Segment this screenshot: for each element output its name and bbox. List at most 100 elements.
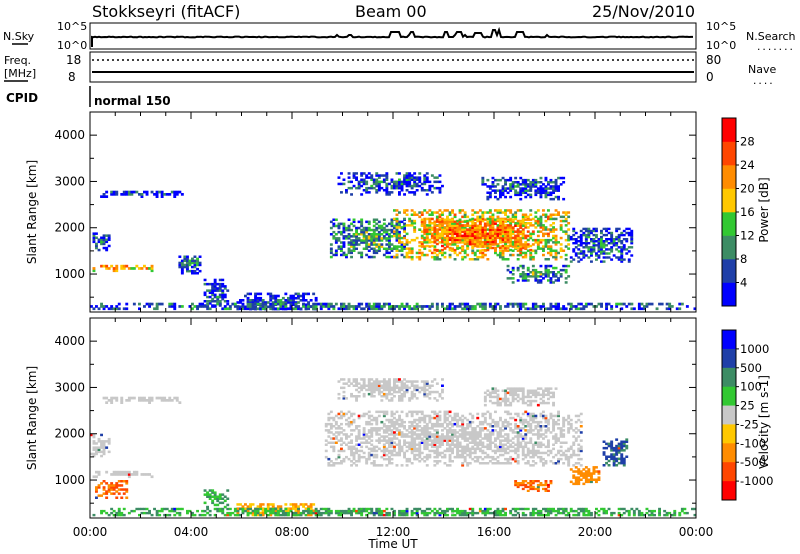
range-time-cell [403,441,406,444]
range-time-cell [486,240,490,244]
range-time-cell [466,439,470,442]
range-time-cell [405,435,409,438]
range-time-cell [403,384,406,387]
range-time-cell [602,246,606,249]
range-time-cell [143,396,146,400]
range-time-cell [430,425,434,428]
range-time-cell [544,418,548,422]
range-time-cell [468,462,472,465]
range-time-cell [428,439,432,442]
range-time-cell [463,305,467,308]
range-time-cell [501,218,505,221]
range-time-cell [218,285,222,288]
range-time-cell [572,258,576,261]
range-time-cell [357,416,361,420]
range-time-cell [398,429,401,432]
range-time-cell [216,503,220,507]
range-time-cell [572,449,576,453]
range-time-cell [453,414,457,418]
range-time-cell [574,427,578,430]
range-time-cell [461,445,465,449]
range-time-cell [547,191,550,194]
range-time-cell [271,302,275,306]
range-time-cell [443,218,447,221]
range-time-cell [425,453,429,457]
range-time-cell [569,418,573,422]
range-time-cell [478,462,482,465]
range-time-cell [499,416,502,420]
range-time-cell [547,453,550,457]
range-time-cell [473,222,477,225]
range-time-cell [526,460,530,463]
range-time-cell [516,425,520,428]
range-time-cell [410,437,414,440]
range-time-cell [370,453,374,457]
range-time-cell [526,266,530,270]
range-time-cell [501,249,505,252]
range-time-cell [463,213,467,216]
range-time-cell [393,388,396,392]
range-time-cell [521,251,525,255]
range-time-cell [456,224,459,227]
range-time-cell [266,301,270,304]
range-time-cell [125,490,129,493]
range-time-cell [441,240,444,244]
range-time-cell [362,237,366,240]
range-time-cell [514,387,518,390]
range-time-cell [620,248,624,251]
range-time-cell [367,220,371,224]
noise-right-label: N.Search [746,30,796,43]
beam-title: Beam 00 [355,2,427,21]
range-time-cell [443,222,447,225]
range-time-cell [526,393,530,397]
range-time-cell [519,226,523,229]
range-time-cell [362,395,366,398]
range-time-cell [372,186,376,190]
range-time-cell [511,431,515,434]
range-time-cell [615,248,619,251]
range-time-cell [536,431,540,434]
range-time-cell [390,220,394,224]
range-time-cell [362,189,366,192]
range-time-cell [458,449,462,453]
range-time-cell [398,193,401,196]
range-time-cell [625,252,629,255]
range-time-cell [529,429,533,432]
range-time-cell [562,441,566,444]
range-time-cell [274,296,278,300]
range-time-cell [600,242,603,245]
range-time-cell [362,378,366,381]
range-time-cell [519,209,523,212]
range-time-cell [423,236,427,240]
range-time-cell [241,305,245,308]
range-time-cell [605,252,608,255]
range-time-cell [413,172,417,175]
range-time-cell [425,425,429,428]
range-time-cell [544,232,548,236]
range-time-cell [481,305,485,308]
range-time-cell [494,395,497,399]
range-time-cell [425,437,429,440]
range-time-cell [524,302,528,306]
range-time-cell [377,245,381,248]
range-time-cell [302,292,305,296]
range-time-cell [218,302,222,306]
range-time-cell [478,255,482,259]
range-time-cell [466,240,470,244]
range-time-cell [390,449,394,453]
range-time-cell [377,414,381,418]
range-time-cell [494,389,497,392]
range-time-cell [340,439,343,442]
range-time-cell [372,178,376,181]
range-time-cell [516,387,520,390]
range-time-cell [115,484,119,487]
range-time-cell [312,305,316,308]
range-time-cell [458,455,462,459]
range-time-cell [499,226,502,229]
range-time-cell [365,460,369,463]
range-time-cell [388,302,391,306]
range-time-cell [516,224,520,227]
range-time-cell [463,451,467,455]
range-time-cell [408,305,412,308]
range-time-cell [473,251,477,255]
